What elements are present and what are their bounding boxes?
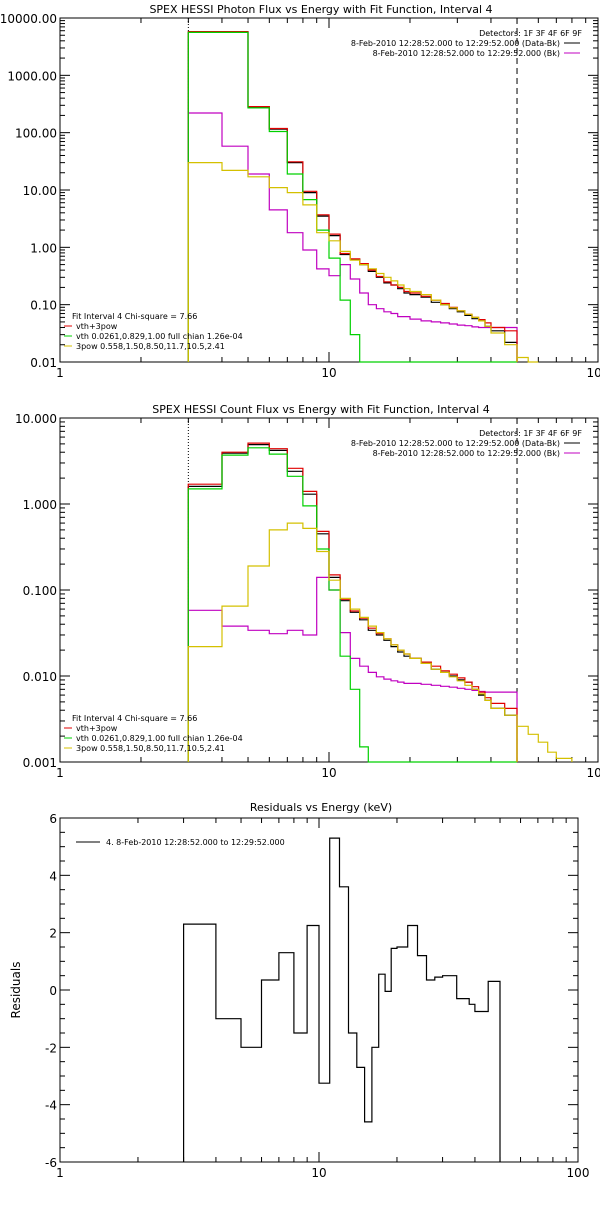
legend-bk: 8-Feb-2010 12:28:52.000 to 12:29:52.000 … bbox=[373, 49, 560, 58]
legend-fit-interval: Fit Interval 4 Chi-square = 7.66 bbox=[72, 714, 197, 723]
series-data-bk bbox=[187, 444, 518, 762]
y-tick-label: 0 bbox=[49, 984, 57, 998]
legend-vth3pow: vth+3pow bbox=[76, 322, 118, 331]
reference-lines bbox=[187, 418, 518, 762]
panel-count-flux: SPEX HESSI Count Flux vs Energy with Fit… bbox=[15, 403, 600, 780]
chart-title: SPEX HESSI Photon Flux vs Energy with Fi… bbox=[149, 3, 492, 16]
legend-3pow: 3pow 0.558,1.50,8.50,11.7,10.5,2.41 bbox=[76, 342, 225, 351]
legend-data-bk: 8-Feb-2010 12:28:52.000 to 12:29:52.000 … bbox=[351, 39, 560, 48]
reference-lines bbox=[187, 18, 518, 362]
y-tick-label: -2 bbox=[45, 1041, 57, 1055]
legend-top: 4. 8-Feb-2010 12:28:52.000 to 12:29:52.0… bbox=[76, 838, 285, 847]
axis-ticks: 1 10 100 0.01 0.10 1.00 10.00 100.00 1000.00 1000… bbox=[0, 12, 600, 380]
y-tick-label: 1000.00 bbox=[7, 69, 57, 83]
legend-residuals: 4. 8-Feb-2010 12:28:52.000 to 12:29:52.0… bbox=[106, 838, 285, 847]
series-vth-3pow bbox=[187, 31, 518, 362]
x-tick-label: 1 bbox=[56, 1166, 64, 1180]
y-tick-label: -6 bbox=[45, 1156, 57, 1170]
y-tick-label: 1.000 bbox=[23, 498, 57, 512]
panel-residuals: Residuals vs Energy (keV) Residuals 1 10 1… bbox=[9, 801, 589, 1180]
y-tick-label: 0.010 bbox=[23, 670, 57, 684]
legend-top: Detectors: 1F 3F 4F 6F 9F 8-Feb-2010 12:… bbox=[351, 429, 583, 458]
series-vth bbox=[187, 31, 517, 363]
y-tick-label: 10000.00 bbox=[0, 12, 57, 26]
legend-detectors: Detectors: 1F 3F 4F 6F 9F bbox=[479, 29, 582, 38]
y-tick-label: 1.00 bbox=[30, 241, 57, 255]
series-vth bbox=[187, 447, 517, 763]
y-tick-label: 0.001 bbox=[23, 756, 57, 770]
legend-data-bk: 8-Feb-2010 12:28:52.000 to 12:29:52.000 … bbox=[351, 439, 560, 448]
x-tick-label: 100 bbox=[587, 366, 600, 380]
legend-bottom: Fit Interval 4 Chi-square = 7.66 vth+3po… bbox=[64, 714, 243, 753]
y-tick-label: 0.01 bbox=[30, 356, 57, 370]
x-tick-label: 1 bbox=[56, 766, 64, 780]
series-residuals bbox=[183, 837, 501, 1162]
y-tick-label: 4 bbox=[49, 869, 57, 883]
series-group bbox=[183, 837, 501, 1162]
chart-title: SPEX HESSI Count Flux vs Energy with Fit… bbox=[152, 403, 489, 416]
x-tick-label: 10 bbox=[321, 366, 336, 380]
legend-vth3pow: vth+3pow bbox=[76, 724, 118, 733]
y-tick-label: 10.000 bbox=[15, 412, 57, 426]
legend-top: Detectors: 1F 3F 4F 6F 9F 8-Feb-2010 12:… bbox=[351, 29, 583, 58]
series-vth-3pow bbox=[187, 442, 518, 762]
legend-fit-interval: Fit Interval 4 Chi-square = 7.66 bbox=[72, 312, 197, 321]
series-3pow bbox=[187, 522, 518, 762]
axis-ticks: 1 10 100 -6 -4 -2 0 2 4 6 bbox=[45, 812, 589, 1180]
x-tick-label: 10 bbox=[311, 1166, 326, 1180]
series-3pow bbox=[187, 162, 518, 362]
series-data-bk bbox=[187, 31, 518, 362]
y-tick-label: 0.100 bbox=[23, 584, 57, 598]
legend-vth: vth 0.0261,0.829,1.00 full chian 1.26e-0… bbox=[76, 332, 243, 341]
legend-bk: 8-Feb-2010 12:28:52.000 to 12:29:52.000 … bbox=[373, 449, 560, 458]
y-tick-label: -4 bbox=[45, 1099, 57, 1113]
x-tick-label: 100 bbox=[567, 1166, 590, 1180]
series-bk bbox=[187, 576, 518, 762]
series-bk bbox=[187, 112, 518, 362]
legend-3pow: 3pow 0.558,1.50,8.50,11.7,10.5,2.41 bbox=[76, 744, 225, 753]
series-group bbox=[187, 442, 573, 763]
axis-ticks: 1 10 100 0.001 0.010 0.100 1.000 10.000 bbox=[15, 412, 600, 780]
x-tick-label: 10 bbox=[321, 766, 336, 780]
series-group bbox=[187, 31, 539, 363]
y-tick-label: 0.10 bbox=[30, 299, 57, 313]
legend-bottom: Fit Interval 4 Chi-square = 7.66 vth+3po… bbox=[64, 312, 243, 351]
y-tick-label: 10.00 bbox=[23, 184, 57, 198]
panel-photon-flux: SPEX HESSI Photon Flux vs Energy with Fi… bbox=[0, 3, 600, 380]
y-tick-label: 100.00 bbox=[15, 127, 57, 141]
legend-detectors: Detectors: 1F 3F 4F 6F 9F bbox=[479, 429, 582, 438]
series-3pow-ext bbox=[516, 725, 573, 762]
y-axis-label: Residuals bbox=[9, 962, 23, 1019]
chart-title: Residuals vs Energy (keV) bbox=[250, 801, 392, 814]
y-tick-label: 6 bbox=[49, 812, 57, 826]
y-tick-label: 2 bbox=[49, 927, 57, 941]
x-tick-label: 100 bbox=[587, 766, 600, 780]
legend-vth: vth 0.0261,0.829,1.00 full chian 1.26e-0… bbox=[76, 734, 243, 743]
x-tick-label: 1 bbox=[56, 366, 64, 380]
series-3pow-ext bbox=[516, 356, 539, 363]
